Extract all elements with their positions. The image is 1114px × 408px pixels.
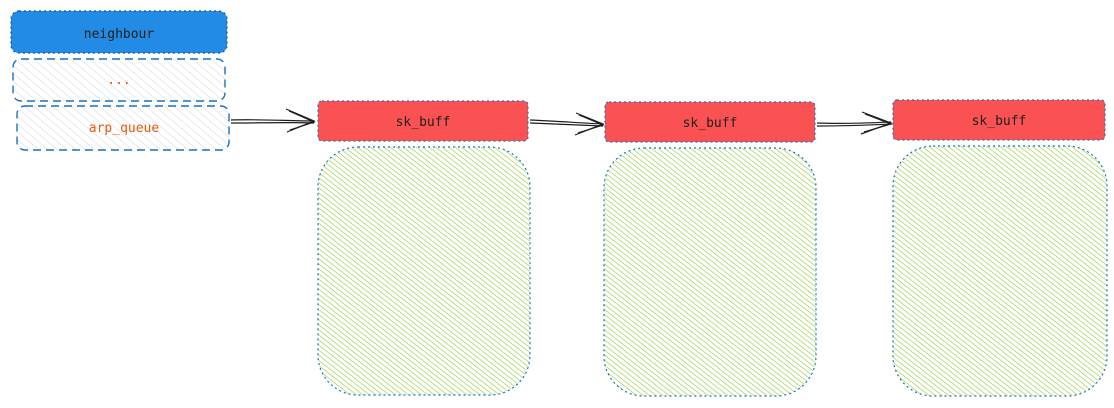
neighbour-field-arp-queue-box — [16, 105, 230, 151]
neighbour-header-box — [10, 10, 228, 54]
neighbour-field-arp-queue: arp_queue — [89, 121, 160, 136]
arrow-skb2-to-skb3 — [816, 111, 893, 135]
sk-buff-label-2: sk_buff — [683, 116, 738, 131]
arrow-arp-queue-to-skb1 — [230, 108, 316, 133]
sk-buff-header-1 — [317, 100, 529, 142]
sk-buff-node-1: sk_buff — [317, 100, 531, 396]
arrow-skb1-to-skb2 — [529, 112, 605, 136]
sk-buff-label-1: sk_buff — [396, 115, 451, 130]
neighbour-field-ellipsis: ... — [107, 73, 130, 88]
sk-buff-label-3: sk_buff — [972, 114, 1027, 129]
neighbour-title: neighbour — [84, 27, 155, 42]
sk-buff-data-2 — [603, 147, 817, 397]
sk-buff-header-3 — [892, 99, 1106, 141]
sk-buff-data-1 — [317, 146, 531, 396]
sk-buff-data-3 — [892, 145, 1108, 397]
sk-buff-node-2: sk_buff — [603, 101, 817, 397]
sk-buff-node-3: sk_buff — [892, 99, 1108, 397]
neighbour-struct: neighbour ... arp_queue — [10, 10, 230, 151]
sk-buff-header-2 — [604, 101, 816, 143]
neighbour-field-ellipsis-box — [12, 58, 226, 102]
